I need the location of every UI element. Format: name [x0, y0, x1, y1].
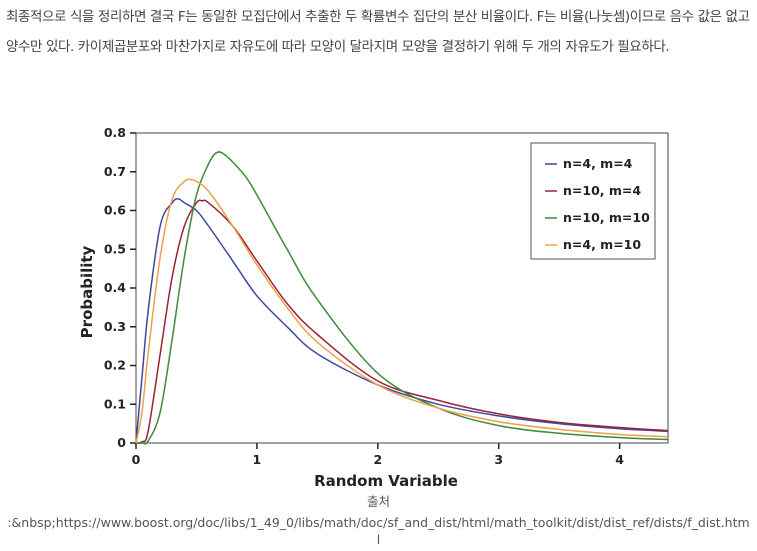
x-tick-label: 3: [494, 452, 503, 467]
series-line-4: [135, 178, 669, 444]
y-axis-label: Probability: [78, 245, 96, 338]
y-tick-label: 0.6: [104, 203, 126, 218]
y-tick-label: 0.5: [104, 241, 126, 256]
legend-label: n=4, m=4: [563, 156, 633, 171]
x-axis-label: Random Variable: [314, 472, 458, 490]
x-tick-label: 4: [615, 452, 624, 467]
y-tick-label: 0.4: [104, 280, 126, 295]
legend-box: [530, 142, 656, 260]
legend-label: n=4, m=10: [563, 237, 641, 252]
article-paragraph: 최종적으로 식을 정리하면 결국 F는 동일한 모집단에서 추출한 두 확률변수…: [6, 9, 750, 55]
caption-source-url: :&nbsp;https://www.boost.org/doc/libs/1_…: [7, 515, 750, 547]
y-tick-label: 0.2: [104, 358, 126, 373]
legend-label: n=10, m=10: [563, 210, 650, 225]
y-tick-label: 0.7: [104, 164, 126, 179]
y-tick-label: 0.8: [104, 125, 126, 140]
chart-svg: 0 0.1 0.2 0.3 0.4 0.5 0.6 0.7 0.8 0 1 2 3 4 Random Var…: [78, 125, 669, 490]
caption-label: 출처: [366, 494, 390, 509]
series-line-3: [135, 151, 669, 445]
x-tick-label: 0: [132, 452, 141, 467]
y-tick-label: 0.3: [104, 319, 126, 334]
x-tick-label: 1: [253, 452, 262, 467]
x-tick-label: 2: [373, 452, 382, 467]
legend-label: n=10, m=4: [563, 183, 641, 198]
y-tick-label: 0.1: [104, 396, 126, 411]
f-distribution-chart: 0 0.1 0.2 0.3 0.4 0.5 0.6 0.7 0.8 0 1 2 3 4 Random Var…: [70, 123, 680, 495]
y-tick-label: 0: [117, 435, 126, 450]
series-line-1: [135, 198, 669, 444]
